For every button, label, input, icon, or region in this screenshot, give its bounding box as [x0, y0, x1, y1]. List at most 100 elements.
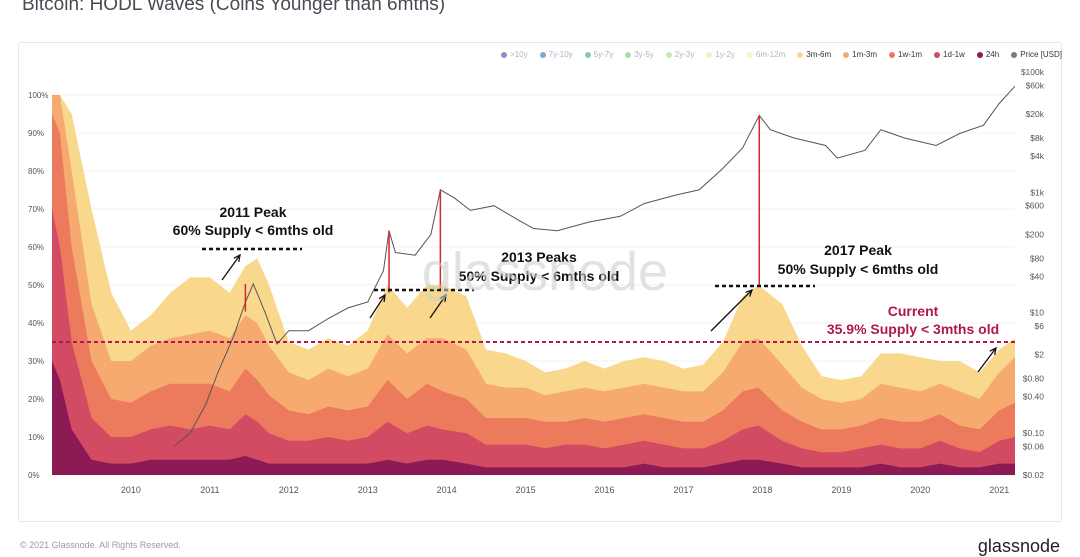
y-right-tick-label: $200 — [1025, 229, 1044, 239]
legend-dot — [584, 51, 591, 58]
y-left-tick-label: 10% — [28, 433, 44, 442]
area-1m-3m — [52, 95, 1015, 475]
annot-2013-line2: 50% Supply < 6mths old — [459, 268, 620, 284]
legend-dot — [665, 51, 672, 58]
legend-item-8[interactable]: 1m-3m — [843, 50, 877, 59]
x-tick-label: 2012 — [279, 485, 299, 495]
legend-dot — [501, 51, 508, 58]
legend-label: 5y-7y — [593, 50, 614, 59]
annot-2013-arrow-a-head — [378, 293, 386, 303]
y-right-tick-label: $6 — [1035, 321, 1045, 331]
legend-dot — [746, 51, 753, 58]
x-tick-label: 2017 — [673, 485, 693, 495]
y-right-tick-label: $10 — [1030, 308, 1044, 318]
legend-item-10[interactable]: 1d-1w — [934, 50, 965, 59]
annot-2017-line2: 50% Supply < 6mths old — [778, 261, 939, 277]
y-left-tick-label: 90% — [28, 129, 44, 138]
y-right-tick-label: $2 — [1035, 350, 1045, 360]
y-left-tick-label: 80% — [28, 167, 44, 176]
y-right-tick-label: $0.02 — [1023, 470, 1045, 480]
y-left-tick-label: 60% — [28, 243, 44, 252]
legend-dot — [1011, 51, 1018, 58]
legend-dot — [976, 51, 983, 58]
legend-label: 2y-3y — [674, 50, 695, 59]
y-right-tick-label: $100k — [1021, 67, 1045, 77]
y-right-tick-label: $0.80 — [1023, 374, 1045, 384]
x-tick-label: 2016 — [595, 485, 615, 495]
legend-label: 6m-12m — [755, 50, 786, 59]
annot-2011-arrow-head — [233, 253, 241, 263]
annot-2011-line1: 2011 Peak — [220, 204, 287, 220]
area-layer — [52, 95, 1015, 475]
annot-current-line2: 35.9% Supply < 3mths old — [827, 321, 999, 337]
legend-dot — [934, 51, 941, 58]
y-right-tick-label: $60k — [1026, 80, 1045, 90]
legend: >10y 7y-10y 5y-7y 3y-5y 2y-3y 1y-2y 6m-12m 3m-6… — [501, 50, 1062, 59]
legend-item-4[interactable]: 2y-3y — [665, 50, 695, 59]
legend-label: 1y-2y — [715, 50, 735, 59]
y-left-tick-label: 30% — [28, 357, 44, 366]
legend-label: Price [USD] — [1020, 50, 1062, 59]
x-tick-label: 2020 — [910, 485, 930, 495]
legend-item-3[interactable]: 3y-5y — [625, 50, 654, 59]
x-tick-label: 2019 — [831, 485, 851, 495]
legend-label: 3y-5y — [634, 50, 654, 59]
x-tick-label: 2015 — [516, 485, 536, 495]
legend-dot — [539, 51, 546, 58]
x-tick-label: 2021 — [989, 485, 1009, 495]
x-tick-label: 2018 — [752, 485, 772, 495]
legend-dot — [843, 51, 850, 58]
legend-dot — [889, 51, 896, 58]
legend-label: 24h — [985, 50, 1000, 59]
annot-2011-line2: 60% Supply < 6mths old — [173, 222, 334, 238]
legend-item-0[interactable]: >10y — [501, 50, 528, 59]
y-right-tick-label: $0.06 — [1023, 441, 1045, 451]
y-left-tick-label: 20% — [28, 395, 44, 404]
area-24h — [52, 361, 1015, 475]
y-right-tick-label: $40 — [1030, 271, 1044, 281]
annot-2013-arrow-b — [429, 294, 447, 319]
x-tick-label: 2013 — [358, 485, 378, 495]
watermark: glassnode — [422, 242, 668, 302]
y-left-tick-label: 40% — [28, 319, 44, 328]
legend-item-11[interactable]: 24h — [976, 50, 1000, 59]
legend-label: 1m-3m — [852, 50, 878, 59]
footer-copyright: © 2021 Glassnode. All Rights Reserved. — [20, 540, 181, 550]
legend-item-7[interactable]: 3m-6m — [797, 50, 831, 59]
legend-label: 1d-1w — [943, 50, 965, 59]
annot-2017-arrow — [710, 289, 753, 332]
annot-2013-arrow-b-head — [439, 293, 447, 303]
x-tick-label: 2014 — [437, 485, 457, 495]
y-right-tick-label: $4k — [1030, 151, 1044, 161]
legend-label: 3m-6m — [806, 50, 832, 59]
y-right-tick-label: $20k — [1026, 109, 1045, 119]
legend-item-9[interactable]: 1w-1m — [889, 50, 922, 59]
legend-item-5[interactable]: 1y-2y — [706, 50, 735, 59]
legend-item-2[interactable]: 5y-7y — [584, 50, 614, 59]
price-layer — [173, 85, 1016, 447]
y-right-tick-label: $0.40 — [1023, 392, 1045, 402]
y-left-tick-label: 50% — [28, 281, 44, 290]
legend-label: >10y — [510, 50, 528, 59]
y-right-tick-label: $0.10 — [1023, 428, 1045, 438]
price-line — [173, 85, 1016, 447]
x-tick-label: 2010 — [121, 485, 141, 495]
legend-item-1[interactable]: 7y-10y — [539, 50, 573, 59]
annot-current-arrow-head — [989, 346, 997, 355]
area-1d-1w — [52, 209, 1015, 475]
annot-current-arrow — [977, 347, 997, 373]
legend-item-12[interactable]: Price [USD] — [1011, 50, 1062, 59]
y-left-tick-label: 100% — [28, 91, 48, 100]
y-right-tick-label: $1k — [1030, 187, 1044, 197]
page-title: Bitcoin: HODL Waves (Coins Younger than … — [22, 0, 446, 15]
annot-2017-line1: 2017 Peak — [824, 242, 892, 258]
legend-dot — [706, 51, 713, 58]
annot-2013-arrow-a — [369, 294, 386, 319]
legend-label: 7y-10y — [548, 50, 573, 59]
y-right-tick-label: $80 — [1030, 253, 1044, 263]
legend-item-6[interactable]: 6m-12m — [746, 50, 786, 59]
annot-2017-arrow-head — [745, 288, 754, 297]
annotation-layer: 2011 Peak 60% Supply < 6mths old 2013 Peak… — [173, 115, 999, 373]
legend-dot — [797, 51, 804, 58]
